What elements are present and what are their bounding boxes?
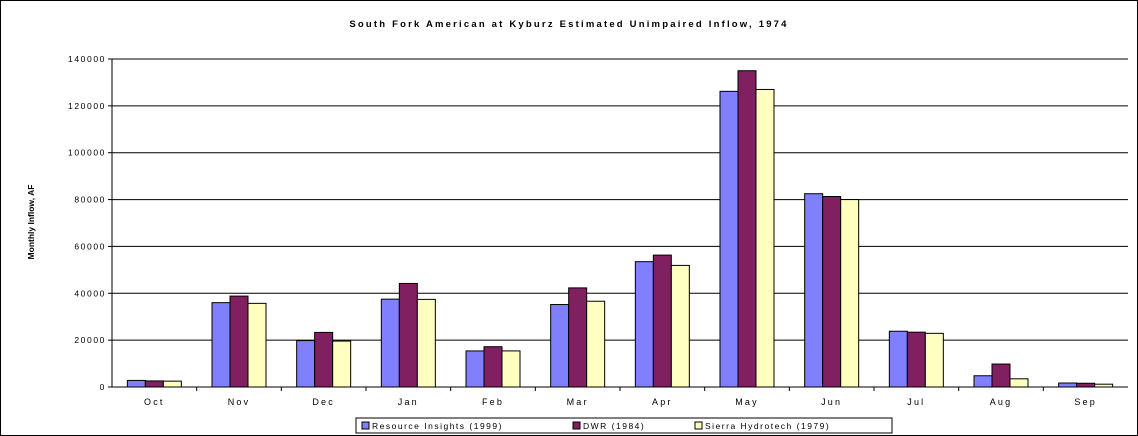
bar bbox=[755, 88, 775, 388]
bar bbox=[296, 340, 316, 388]
x-tick-label: Aug bbox=[990, 397, 1013, 407]
legend-label: Sierra Hydrotech (1979) bbox=[705, 421, 830, 431]
bar bbox=[924, 332, 944, 388]
bar bbox=[888, 330, 908, 388]
x-tick-label: Dec bbox=[312, 397, 335, 407]
bar bbox=[501, 350, 521, 388]
legend-label: Resource Insights (1999) bbox=[372, 421, 503, 431]
bar bbox=[398, 282, 418, 388]
bar bbox=[416, 298, 436, 388]
bar bbox=[1058, 382, 1078, 388]
x-tick-label: Apr bbox=[652, 397, 673, 407]
bar bbox=[229, 295, 249, 388]
x-tick-label: Jan bbox=[398, 397, 419, 407]
bar bbox=[380, 298, 400, 388]
bar bbox=[1076, 382, 1096, 388]
bar bbox=[652, 254, 672, 388]
bar bbox=[314, 331, 334, 388]
x-tick-label: Mar bbox=[567, 397, 589, 407]
y-tick-label: 60000 bbox=[74, 241, 106, 251]
bar bbox=[483, 346, 503, 388]
gridlines bbox=[112, 58, 1128, 341]
bar bbox=[1009, 378, 1029, 388]
y-tick-label: 40000 bbox=[74, 288, 106, 298]
x-tick-label: Feb bbox=[482, 397, 504, 407]
chart-title: South Fork American at Kyburz Estimated … bbox=[349, 19, 788, 30]
y-tick-label: 80000 bbox=[74, 195, 106, 205]
bar bbox=[822, 196, 842, 388]
bar bbox=[144, 380, 164, 388]
bar bbox=[465, 350, 485, 388]
y-axis-label: Monthly Inflow, AF bbox=[26, 185, 36, 260]
x-tick-label: Jul bbox=[907, 397, 925, 407]
bar bbox=[634, 261, 654, 388]
y-tick-label: 20000 bbox=[74, 335, 106, 345]
bar bbox=[670, 264, 690, 388]
bar bbox=[586, 300, 606, 388]
legend-swatch bbox=[361, 421, 370, 430]
legend-swatch bbox=[694, 421, 703, 430]
bar bbox=[162, 380, 182, 388]
bar bbox=[906, 331, 926, 388]
bar bbox=[126, 379, 146, 388]
bar bbox=[840, 199, 860, 388]
y-tick-label: 120000 bbox=[68, 101, 106, 111]
bar bbox=[973, 375, 993, 388]
y-tick-label: 140000 bbox=[68, 54, 106, 64]
legend-swatch bbox=[572, 421, 581, 430]
bar bbox=[247, 302, 267, 388]
x-tick-label: Sep bbox=[1074, 397, 1097, 407]
bar bbox=[737, 70, 757, 388]
bar bbox=[719, 90, 739, 388]
bar bbox=[211, 302, 231, 388]
legend: Resource Insights (1999) DWR (1984) Sierra… bbox=[355, 417, 893, 434]
legend-label: DWR (1984) bbox=[583, 421, 645, 431]
bar bbox=[804, 193, 824, 388]
x-tick-label: May bbox=[735, 397, 759, 407]
bar bbox=[550, 304, 570, 388]
bar bbox=[568, 287, 588, 388]
bar bbox=[332, 340, 352, 388]
x-tick-label: Jun bbox=[821, 397, 842, 407]
bar bbox=[991, 363, 1011, 388]
x-tick-label: Nov bbox=[228, 397, 251, 407]
x-tick-label: Oct bbox=[144, 397, 165, 407]
axes: 0 20000 40000 60000 80000 100000 120000 140000 O… bbox=[68, 54, 1128, 407]
y-tick-label: 100000 bbox=[68, 148, 106, 158]
y-tick-label: 0 bbox=[100, 382, 106, 392]
bars bbox=[126, 70, 1114, 388]
legend-box bbox=[355, 417, 893, 434]
